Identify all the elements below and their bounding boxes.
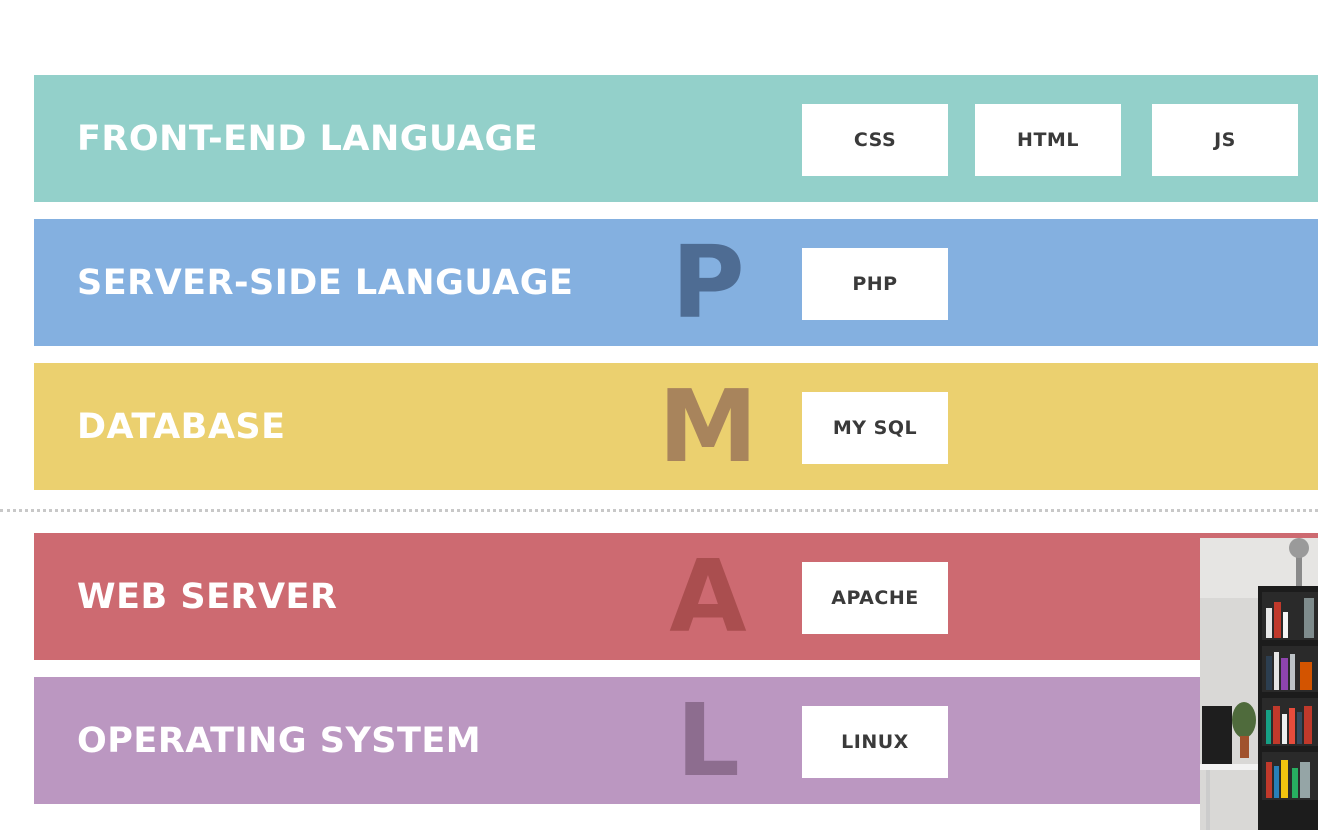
divider-line (0, 509, 1318, 512)
tag-php: PHP (802, 248, 948, 320)
tag-css: CSS (802, 104, 948, 176)
layer-server-side: SERVER-SIDE LANGUAGE P PHP (34, 219, 1318, 346)
tag-html: HTML (975, 104, 1121, 176)
layer-label: OPERATING SYSTEM (77, 720, 482, 761)
stack-letter-p: P (671, 223, 745, 341)
tag-mysql: MY SQL (802, 392, 948, 464)
layer-label: FRONT-END LANGUAGE (77, 118, 539, 159)
layer-label: DATABASE (77, 406, 286, 447)
layer-web-server: WEB SERVER A APACHE (34, 533, 1318, 660)
stack-letter-a: A (669, 537, 747, 655)
stack-letter-l: L (676, 681, 740, 799)
layer-label: SERVER-SIDE LANGUAGE (77, 262, 574, 303)
layer-database: DATABASE M MY SQL (34, 363, 1318, 490)
layer-operating-system: OPERATING SYSTEM L LINUX (34, 677, 1318, 804)
stack-letter-m: M (658, 367, 758, 485)
presenter-video-thumbnail (1200, 538, 1318, 830)
layer-front-end: FRONT-END LANGUAGE CSS HTML JS (34, 75, 1318, 202)
layer-label: WEB SERVER (77, 576, 338, 617)
tag-apache: APACHE (802, 562, 948, 634)
bookshelf-image (1200, 538, 1318, 830)
tag-js: JS (1152, 104, 1298, 176)
tag-linux: LINUX (802, 706, 948, 778)
